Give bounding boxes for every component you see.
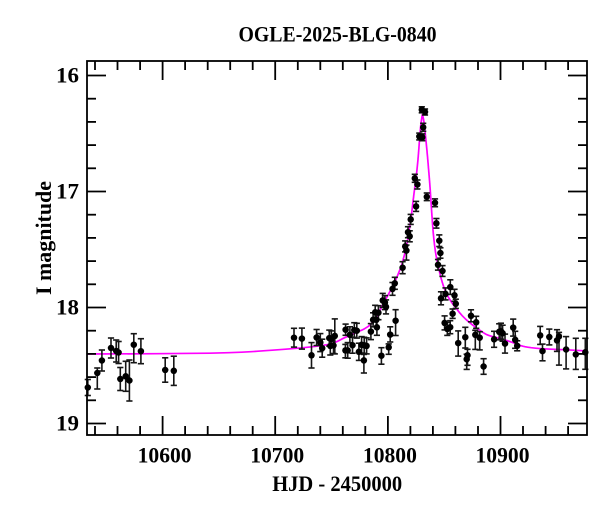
svg-text:10800: 10800 (363, 443, 417, 468)
svg-text:18: 18 (56, 295, 79, 320)
svg-text:17: 17 (56, 179, 79, 204)
svg-text:OGLE-2025-BLG-0840: OGLE-2025-BLG-0840 (239, 22, 437, 47)
svg-text:HJD - 2450000: HJD - 2450000 (272, 471, 402, 496)
svg-text:10900: 10900 (476, 443, 530, 468)
svg-text:I magnitude: I magnitude (31, 181, 56, 295)
svg-text:10600: 10600 (138, 443, 192, 468)
svg-text:10700: 10700 (250, 443, 304, 468)
svg-text:16: 16 (56, 63, 79, 88)
svg-text:19: 19 (56, 411, 79, 436)
